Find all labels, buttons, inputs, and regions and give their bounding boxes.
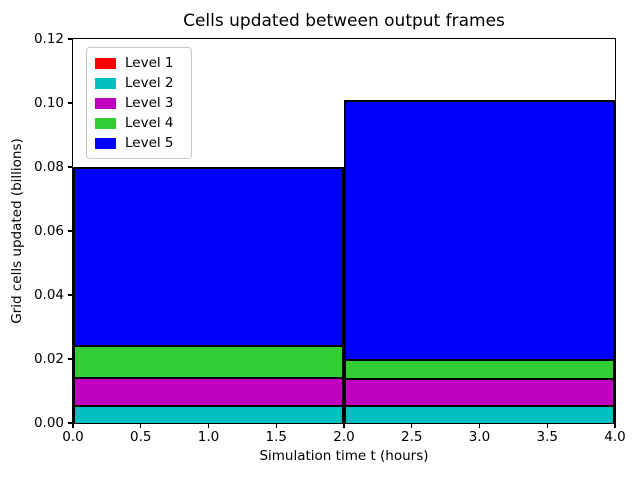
legend-item-level-1: Level 1 [95,53,183,73]
y-tick-label: 0.10 [33,95,64,111]
x-tick-mark [275,423,277,428]
x-tick-label: 1.0 [197,429,220,445]
x-tick-label: 4.0 [604,429,626,445]
bar-segment-level-4-bar2 [344,359,615,379]
y-tick-label: 0.02 [33,351,64,367]
bar-segment-level-2-bar1 [73,405,344,423]
y-tick-mark [68,294,73,296]
x-tick-label: 0.5 [130,429,152,445]
legend-swatch-level-2 [95,77,116,89]
y-tick-label: 0.08 [33,159,64,175]
bar-segment-level-2-bar2 [344,405,615,423]
legend-label: Level 3 [125,95,174,111]
legend-swatch-level-4 [95,117,116,129]
x-tick-mark [72,423,74,428]
plot-area: Level 1 Level 2 Level 3 Level 4 Level 5 0.0 0… [34,31,626,445]
bar-segment-level-5-bar1 [73,167,344,345]
x-tick-label: 2.0 [333,429,355,445]
x-tick-label: 2.5 [401,429,423,445]
y-tick-label: 0.06 [33,223,64,239]
x-tick-label: 1.5 [265,429,287,445]
x-tick-mark [614,423,616,428]
legend-label: Level 4 [125,115,174,131]
y-tick-label: 0.04 [33,287,64,303]
x-tick-label: 0.0 [62,429,84,445]
legend-swatch-level-1 [95,57,116,69]
x-tick-mark [343,423,345,428]
y-tick-mark [68,38,73,40]
legend-item-level-2: Level 2 [95,73,183,93]
y-tick-label: 0.00 [33,415,64,431]
x-tick-mark [411,423,413,428]
legend-item-level-3: Level 3 [95,93,183,113]
y-tick-mark [68,230,73,232]
bar-segment-level-4-bar1 [73,344,344,377]
x-tick-mark [207,423,210,428]
x-tick-mark [546,423,548,428]
bar-segment-level-3-bar2 [344,378,615,406]
y-tick-mark [68,166,73,168]
y-tick-mark [68,358,73,360]
y-tick-mark [68,422,73,424]
legend-label: Level 5 [125,135,174,151]
x-axis-label: Simulation time t (hours) [259,448,429,464]
legend-swatch-level-3 [95,97,116,109]
x-tick-label: 3.0 [468,429,491,445]
x-tick-label: 3.5 [536,429,558,445]
y-axis-label: Grid cells updated (billions) [9,138,25,324]
y-tick-mark [68,102,73,104]
bar-segment-level-5-bar2 [344,99,615,359]
y-tick-label: 0.12 [33,31,64,47]
x-tick-mark [478,423,481,428]
bar-segment-level-3-bar1 [73,376,344,406]
legend-label: Level 2 [125,75,174,91]
x-tick-mark [140,423,142,428]
legend-swatch-level-5 [95,137,116,149]
chart-title: Cells updated between output frames [183,11,505,31]
legend-label: Level 1 [125,55,174,71]
legend-item-level-4: Level 4 [95,113,183,133]
legend-item-level-5: Level 5 [95,133,183,153]
legend: Level 1 Level 2 Level 3 Level 4 Level 5 [86,47,192,159]
